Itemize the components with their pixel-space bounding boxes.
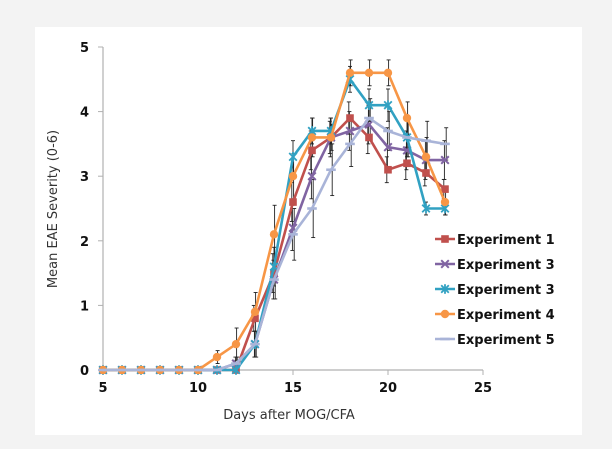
x-tick-label: 25 [474, 381, 492, 396]
x-tick-label: 20 [379, 381, 397, 396]
data-point [383, 100, 393, 110]
axes: 5 10 15 20 25 0 1 2 3 4 5 [80, 41, 492, 396]
series-line [103, 116, 446, 372]
data-point [383, 68, 393, 78]
data-point [346, 114, 354, 122]
legend-label: Experiment 4 [457, 308, 555, 323]
legend-swatch-marker [441, 235, 449, 243]
x-axis-title: Days after MOG/CFA [223, 408, 355, 423]
data-point [384, 165, 392, 174]
x-stroke [383, 142, 393, 152]
series-line [103, 71, 447, 372]
data-point [231, 339, 241, 349]
data-point [364, 68, 374, 78]
legend-label: Experiment 3 [457, 283, 555, 298]
legend-item: Experiment 3 [435, 283, 555, 298]
chart-frame: 5 10 15 20 25 0 1 2 3 4 5 Experiment 1 Experiment 3… [35, 27, 582, 435]
y-axis-title: Mean EAE Severity (0-6) [46, 130, 61, 288]
legend-label: Experiment 3 [457, 258, 555, 273]
data-point [212, 352, 222, 362]
data-point [288, 172, 298, 181]
legend-item: Experiment 3 [435, 258, 555, 273]
series-line [103, 77, 445, 372]
y-tick-label: 5 [80, 41, 89, 56]
x-tick-label: 10 [189, 381, 207, 396]
x-stroke [345, 126, 355, 136]
legend-swatch-marker [440, 309, 450, 319]
data-point [403, 159, 411, 168]
series-group [98, 68, 450, 375]
data-point [440, 155, 450, 165]
x-stroke [364, 120, 374, 130]
data-point [326, 133, 336, 142]
legend-label: Experiment 5 [457, 333, 555, 348]
x-stroke [440, 259, 450, 269]
x-stroke [307, 171, 317, 181]
data-point [364, 100, 374, 110]
legend-item: Experiment 5 [435, 333, 555, 348]
legend-item: Experiment 1 [435, 233, 555, 248]
data-point [307, 171, 317, 181]
x-tick-label: 5 [98, 381, 107, 396]
data-point [270, 269, 278, 277]
data-point [345, 68, 355, 78]
data-point [345, 126, 355, 136]
data-point [269, 230, 279, 239]
data-point [231, 365, 241, 375]
series-line [103, 116, 446, 372]
data-point [365, 133, 373, 142]
chart-svg: 5 10 15 20 25 0 1 2 3 4 5 Experiment 1 Experiment 3… [46, 41, 555, 423]
data-point [402, 113, 412, 123]
data-point [441, 185, 449, 193]
data-point [307, 133, 317, 142]
legend-swatch-marker [440, 259, 450, 269]
series-1 [99, 114, 449, 374]
y-tick-label: 1 [80, 299, 89, 314]
data-point [251, 314, 259, 323]
data-point [288, 152, 298, 162]
data-point [289, 198, 297, 206]
data-point [383, 142, 393, 152]
legend-swatch-marker [440, 284, 450, 294]
legend-label: Experiment 1 [457, 233, 555, 248]
series-5 [98, 116, 450, 372]
y-tick-label: 2 [80, 235, 89, 250]
legend: Experiment 1 Experiment 3 Experiment 3 Expe… [435, 233, 555, 348]
y-tick-label: 3 [80, 170, 89, 185]
data-point [269, 261, 279, 272]
data-point [421, 152, 431, 162]
y-tick-label: 0 [80, 364, 89, 379]
legend-item: Experiment 4 [435, 308, 555, 323]
data-point [421, 203, 431, 214]
data-point [440, 197, 450, 207]
data-point [422, 169, 430, 177]
x-tick-label: 15 [284, 381, 302, 396]
y-tick-label: 4 [80, 106, 89, 121]
data-point [250, 307, 260, 317]
x-stroke [440, 155, 450, 165]
error-bars [215, 59, 449, 371]
data-point [308, 146, 316, 155]
x-stroke [288, 223, 298, 233]
series-3 [98, 74, 450, 375]
series-4 [98, 68, 450, 375]
